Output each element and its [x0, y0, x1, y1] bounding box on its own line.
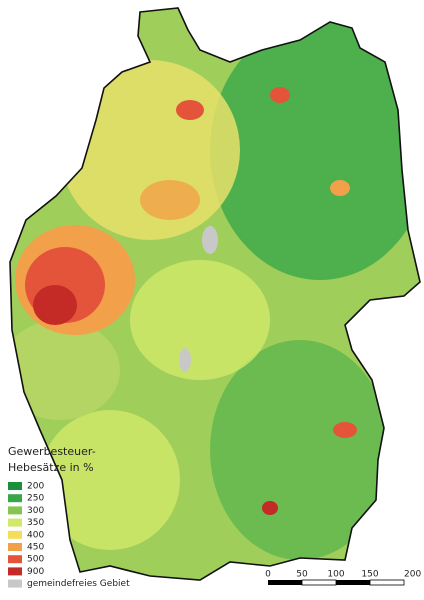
legend-swatch: [8, 555, 22, 564]
scale-segment: [336, 580, 370, 585]
legend-title: Gewerbesteuer-: [8, 445, 96, 458]
legend-swatch: [8, 506, 22, 515]
legend-label: 300: [27, 506, 44, 516]
scale-segment: [268, 580, 302, 585]
legend-label: 900: [27, 567, 44, 577]
scale-label: 200 km: [404, 570, 424, 580]
legend-swatch: [8, 494, 22, 503]
scale-segment: [369, 579, 405, 586]
legend-swatch: [8, 579, 22, 588]
scale-label: 150: [361, 570, 378, 580]
legend-label: 350: [27, 518, 44, 528]
legend-label: 450: [27, 543, 44, 553]
legend-label: 250: [27, 494, 44, 504]
legend-swatch: [8, 482, 22, 490]
legend-swatch: [8, 543, 22, 551]
scale-label: 0: [265, 570, 271, 580]
legend-swatch: [8, 518, 22, 527]
legend-label: 500: [27, 555, 44, 565]
scale-bar: 0 50 100 150 200 km: [265, 570, 424, 586]
legend: Gewerbesteuer- Hebesätze in % 200 250 300 3…: [8, 445, 130, 589]
scale-segment: [301, 579, 337, 586]
legend-label: 200: [27, 482, 44, 492]
legend-swatch: [8, 567, 22, 576]
legend-label: 400: [27, 530, 44, 540]
scale-label: 100: [327, 570, 344, 580]
legend-label: gemeindefreies Gebiet: [27, 579, 130, 589]
legend-title: Hebesätze in %: [8, 461, 94, 474]
legend-swatch: [8, 530, 22, 539]
scale-label: 50: [296, 570, 308, 580]
